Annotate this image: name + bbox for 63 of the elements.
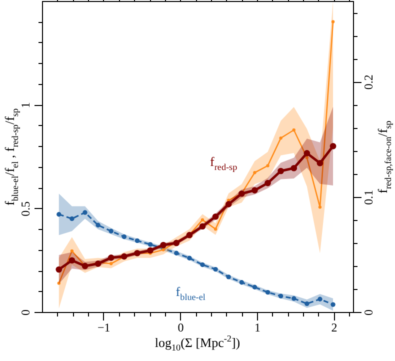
point (187, 256, 192, 260)
point (110, 262, 113, 266)
point (199, 223, 206, 230)
point (278, 168, 284, 174)
point (264, 180, 271, 186)
point (213, 266, 218, 272)
point (173, 240, 180, 246)
point (252, 187, 258, 194)
x-tick-label: 1 (254, 320, 261, 334)
point (252, 284, 258, 290)
point (70, 216, 74, 222)
y-tick-label: 1 (18, 102, 32, 108)
point (304, 150, 310, 156)
point (57, 282, 60, 285)
point (214, 227, 218, 231)
point (82, 210, 88, 215)
x-tick-label: 2 (331, 320, 338, 334)
series-label: f$_{red-sp}$ (210, 154, 238, 172)
point (200, 218, 204, 222)
point (160, 242, 166, 248)
point (239, 280, 244, 285)
point (316, 160, 324, 166)
point (108, 228, 114, 234)
point (292, 296, 296, 301)
point (147, 247, 154, 254)
point (290, 164, 298, 172)
point (212, 213, 219, 220)
point (148, 242, 153, 247)
y2-tick-label: 0 (362, 310, 376, 316)
y-tick-label: 0.5 (18, 201, 32, 216)
point (330, 142, 336, 150)
point (226, 274, 231, 280)
x-tick-label: 0 (178, 320, 184, 334)
point (108, 254, 114, 261)
point (279, 136, 282, 140)
point (174, 250, 179, 256)
x-axis-title: log$_{10}$(Σ [Mpc$^{-2}$]) (154, 334, 240, 352)
point (122, 234, 127, 240)
point (278, 294, 284, 298)
point (304, 301, 310, 306)
point (200, 262, 205, 268)
point (265, 290, 270, 295)
point (96, 222, 100, 228)
x-tick-label: −1 (98, 320, 110, 334)
point (292, 128, 296, 132)
point (253, 171, 256, 174)
point (225, 201, 232, 208)
point (70, 249, 74, 253)
y2-tick-label: 0.1 (362, 190, 376, 205)
point (266, 164, 270, 168)
point (56, 212, 62, 217)
point (318, 206, 322, 209)
point (318, 296, 322, 302)
point (330, 302, 336, 307)
point (331, 20, 335, 24)
series-label: f$_{blue-el}$ (176, 284, 206, 302)
point (305, 156, 309, 160)
point (68, 257, 76, 264)
point (94, 260, 102, 267)
y2-tick-label: 0.2 (362, 74, 376, 90)
point (134, 238, 140, 244)
point (56, 266, 62, 273)
y-tick-label: 0 (18, 310, 32, 316)
